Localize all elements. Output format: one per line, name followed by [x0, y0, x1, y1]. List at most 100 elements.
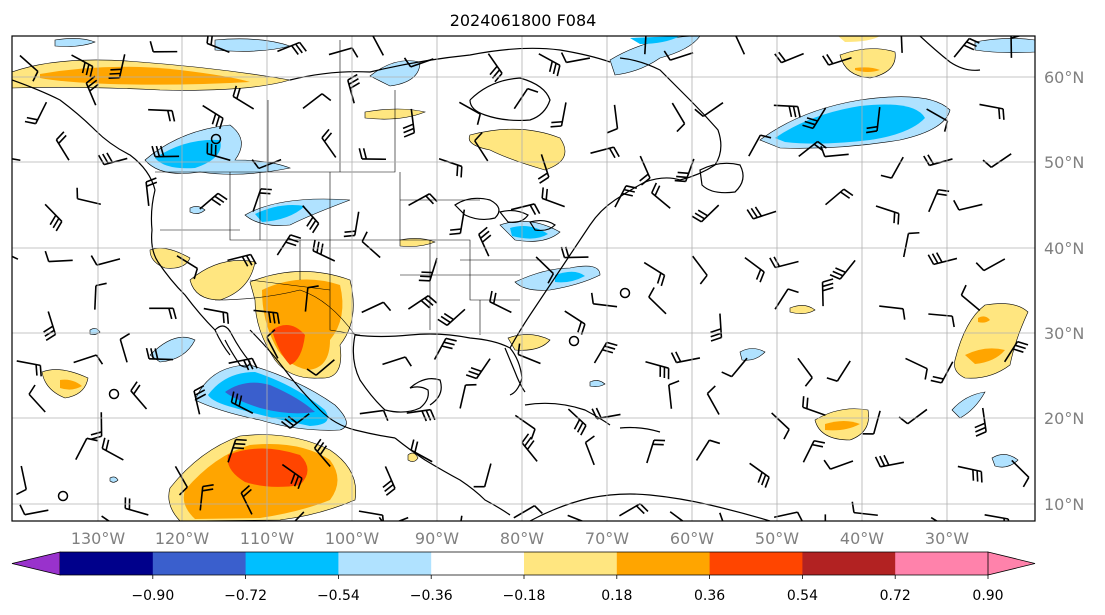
wind-barb [957, 465, 983, 483]
positive-anomaly-region [789, 305, 816, 314]
wind-barb [193, 385, 207, 415]
wind-barb [874, 454, 905, 468]
wind-barb [206, 142, 231, 162]
colorbar-bin [709, 552, 803, 575]
wind-barb [228, 357, 258, 371]
wind-barb [953, 199, 983, 211]
wind-barb [643, 261, 666, 287]
negative-anomaly-region [255, 205, 305, 222]
colorbar-tick-label: −0.54 [317, 588, 360, 604]
wind-barb [176, 255, 199, 280]
wind-barb [313, 438, 331, 467]
colorbar-bin [431, 552, 525, 575]
wind-barb [55, 131, 70, 161]
wind-barb [982, 153, 1012, 169]
wind-barb [402, 108, 416, 138]
wind-barb [674, 158, 695, 183]
negative-anomaly-region [225, 382, 315, 414]
colorbar-tick-label: −0.18 [503, 588, 546, 604]
wind-barb [460, 515, 463, 521]
wind-barb [151, 145, 180, 158]
wind-barb [593, 341, 618, 364]
wind-barb [253, 309, 280, 324]
longitude-label: 60°W [670, 529, 714, 548]
wind-barb [85, 75, 99, 106]
wind-barb [149, 41, 178, 53]
wind-barb [16, 465, 28, 496]
colorbar-bin [245, 552, 339, 575]
negative-anomaly-region [739, 348, 766, 361]
wind-barb [567, 408, 587, 436]
wind-barb [408, 193, 438, 206]
wind-barb [614, 185, 637, 208]
wind-barb [645, 360, 670, 380]
wind-barb [361, 231, 381, 259]
positive-anomaly-region [978, 316, 990, 323]
wind-barb [710, 313, 723, 342]
wind-barb [145, 347, 174, 361]
wind-barb [232, 85, 255, 110]
wind-barb [521, 433, 538, 462]
wind-barb [590, 292, 618, 308]
wind-barb [130, 381, 148, 410]
wind-barb [930, 516, 939, 521]
longitude-label: 110°W [240, 529, 295, 548]
wind-barb [361, 301, 392, 314]
wind-barb [474, 132, 489, 162]
map-frame [11, 35, 1036, 522]
colorbar-extend-low [11, 551, 61, 576]
wind-barb [606, 104, 619, 134]
wind-barb [304, 285, 319, 312]
wind-barb [465, 358, 491, 380]
colorbar-bin [524, 552, 618, 575]
wind-barb [510, 203, 541, 216]
wind-barb [433, 337, 457, 360]
wind-barb [802, 439, 826, 463]
wind-barb [76, 187, 101, 206]
wind-barb [71, 54, 94, 78]
colorbar-bin [802, 552, 896, 575]
wind-barb [749, 462, 770, 488]
colorbar-bin [616, 552, 711, 575]
wind-barb [560, 246, 589, 259]
wind-barb [721, 357, 748, 378]
wind-barb [328, 47, 359, 58]
wind-barb [473, 463, 492, 488]
wind-barb [824, 514, 827, 521]
latitude-label: 40°N [1044, 239, 1084, 258]
wind-barb [90, 255, 121, 266]
negative-anomaly-region [775, 104, 925, 144]
wind-barb [639, 155, 651, 186]
wind-barb [199, 484, 214, 511]
wind-barb [199, 192, 228, 210]
colorbar-tick-label: −0.36 [410, 588, 453, 604]
wind-barb [359, 409, 389, 421]
wind-barb [900, 36, 903, 53]
wind-barb [1011, 459, 1030, 488]
wind-barb [148, 108, 176, 122]
wind-barb [459, 383, 477, 409]
wind-barb [829, 259, 856, 280]
wind-barb [692, 255, 708, 285]
wind-barb [905, 357, 928, 380]
wind-barb [823, 459, 854, 470]
wind-barb [668, 380, 680, 409]
wind-barb [321, 128, 337, 158]
wind-barb [663, 50, 694, 61]
wind-barb [372, 36, 385, 56]
coastlines [12, 36, 981, 521]
wind-barb [927, 252, 958, 266]
wind-barb [670, 351, 701, 364]
wind-barb [748, 134, 772, 157]
wind-barb [974, 407, 987, 437]
positive-anomaly-region [60, 379, 82, 390]
wind-barb [802, 107, 827, 130]
wind-barb [928, 313, 955, 328]
figure-title: 2024061800 F084 [450, 11, 597, 30]
positive-anomaly-region [399, 238, 436, 247]
wind-barb [478, 226, 492, 257]
wind-barb [590, 146, 620, 159]
wind-barb [19, 504, 49, 516]
wind-barb [695, 439, 721, 461]
positive-anomaly-region [839, 48, 896, 79]
